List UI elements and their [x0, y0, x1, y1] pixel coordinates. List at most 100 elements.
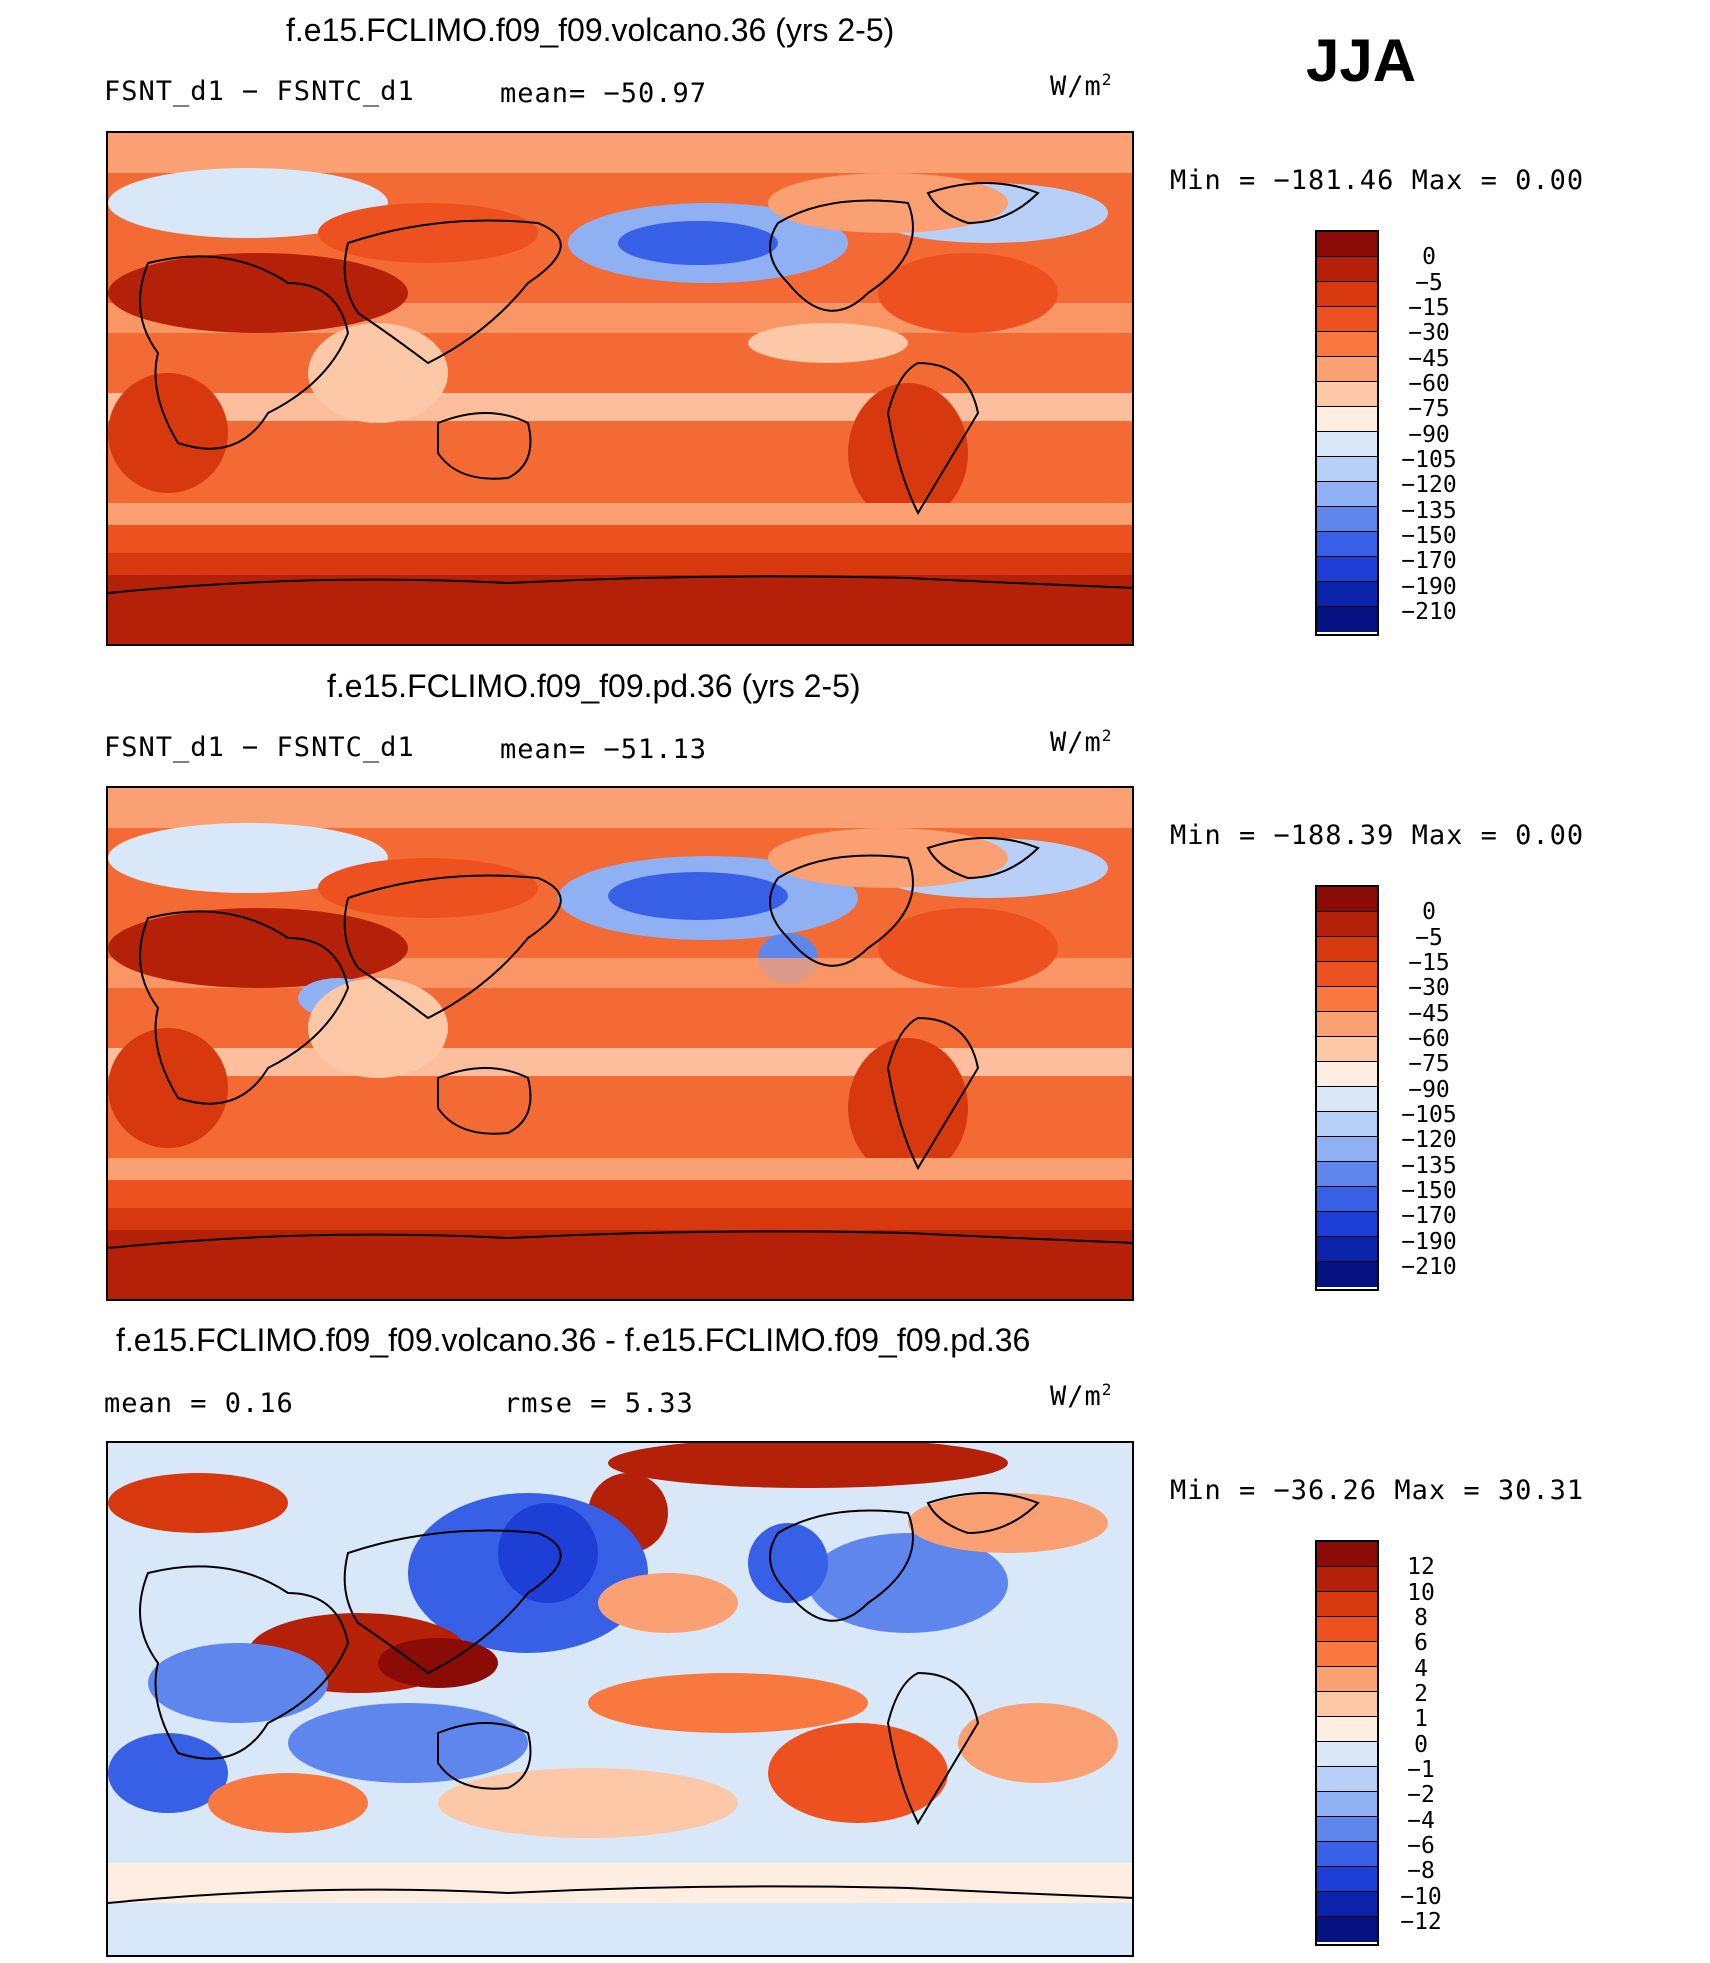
panel2-colorbar-bin	[1317, 887, 1377, 912]
panel2-field	[108, 788, 1132, 1299]
panel2-colorbar-bin	[1317, 962, 1377, 987]
colorbar-label: −75	[1408, 396, 1450, 422]
panel3-colorbar-bin	[1317, 1742, 1377, 1767]
panel2-mean-label: mean= −51.13	[500, 734, 708, 765]
panel3-colorbar-bin	[1317, 1667, 1377, 1692]
panel1-colorbar-bin	[1317, 557, 1377, 582]
colorbar-label: −135	[1401, 498, 1457, 524]
panel2-colorbar-bin	[1317, 1137, 1377, 1162]
panel2-colorbar	[1315, 885, 1379, 1291]
colorbar-label: −60	[1408, 371, 1450, 397]
panel2-units: W/m2	[1050, 726, 1113, 758]
panel2-colorbar-bin	[1317, 1187, 1377, 1212]
colorbar-label: 0	[1422, 899, 1436, 925]
colorbar-label: −120	[1401, 472, 1457, 498]
colorbar-label: −170	[1401, 1203, 1457, 1229]
season-label: JJA	[1306, 27, 1417, 94]
panel3-colorbar-bin	[1317, 1892, 1377, 1917]
panel3-title: f.e15.FCLIMO.f09_f09.volcano.36 - f.e15.…	[116, 1322, 1031, 1358]
colorbar-label: −4	[1407, 1808, 1435, 1834]
colorbar-label: −10	[1400, 1884, 1442, 1910]
panel2-colorbar-bin	[1317, 1062, 1377, 1087]
colorbar-label: −15	[1408, 295, 1450, 321]
colorbar-label: −190	[1401, 574, 1457, 600]
panel1-minmax: Min = −181.46 Max = 0.00	[1170, 165, 1585, 196]
panel2-colorbar-bin	[1317, 1087, 1377, 1112]
panel2-colorbar-bin	[1317, 912, 1377, 937]
panel1-colorbar-bin	[1317, 382, 1377, 407]
panel1-colorbar-bin	[1317, 507, 1377, 532]
colorbar-label: 1	[1414, 1706, 1428, 1732]
panel3-map	[106, 1441, 1134, 1957]
panel3-colorbar-bin	[1317, 1567, 1377, 1592]
panel1-colorbar-bin	[1317, 257, 1377, 282]
colorbar-label: 2	[1414, 1681, 1428, 1707]
colorbar-label: 8	[1414, 1605, 1428, 1631]
colorbar-label: −75	[1408, 1051, 1450, 1077]
colorbar-label: −30	[1408, 320, 1450, 346]
panel3-colorbar-bin	[1317, 1542, 1377, 1567]
panel1-colorbar-bin	[1317, 607, 1377, 632]
colorbar-label: −170	[1401, 548, 1457, 574]
panel3-units: W/m2	[1050, 1380, 1113, 1412]
panel1-colorbar-bin	[1317, 282, 1377, 307]
panel3-colorbar-bin	[1317, 1717, 1377, 1742]
panel1-colorbar-bin	[1317, 432, 1377, 457]
panel2-map	[106, 786, 1134, 1301]
panel2-colorbar-bin	[1317, 1012, 1377, 1037]
colorbar-label: −150	[1401, 523, 1457, 549]
colorbar-label: 6	[1414, 1630, 1428, 1656]
colorbar-label: −105	[1401, 447, 1457, 473]
panel2-colorbar-bin	[1317, 937, 1377, 962]
panel1-title: f.e15.FCLIMO.f09_f09.volcano.36 (yrs 2-5…	[286, 12, 895, 48]
panel3-colorbar-bin	[1317, 1817, 1377, 1842]
panel1-units: W/m2	[1050, 70, 1113, 102]
panel3-colorbar-bin	[1317, 1592, 1377, 1617]
colorbar-label: 12	[1407, 1554, 1435, 1580]
panel1-colorbar-bin	[1317, 332, 1377, 357]
panel3-mean-label: mean = 0.16	[104, 1388, 294, 1419]
panel1-colorbar-bin	[1317, 307, 1377, 332]
panel2-colorbar-bin	[1317, 987, 1377, 1012]
colorbar-label: 4	[1414, 1656, 1428, 1682]
panel1-variable-label: FSNT_d1 − FSNTC_d1	[104, 76, 415, 107]
panel3-colorbar-bin	[1317, 1767, 1377, 1792]
colorbar-label: −8	[1407, 1858, 1435, 1884]
colorbar-label: −45	[1408, 346, 1450, 372]
colorbar-label: −30	[1408, 975, 1450, 1001]
panel1-mean-label: mean= −50.97	[500, 78, 708, 109]
panel3-colorbar-bin	[1317, 1842, 1377, 1867]
panel2-colorbar-bin	[1317, 1162, 1377, 1187]
panel3-colorbar-bin	[1317, 1617, 1377, 1642]
panel3-colorbar-bin	[1317, 1642, 1377, 1667]
colorbar-label: −135	[1401, 1153, 1457, 1179]
panel2-colorbar-bin	[1317, 1212, 1377, 1237]
colorbar-label: −12	[1400, 1909, 1442, 1935]
panel3-colorbar-bin	[1317, 1692, 1377, 1717]
colorbar-label: −2	[1407, 1782, 1435, 1808]
colorbar-label: −210	[1401, 1254, 1457, 1280]
panel2-colorbar-bin	[1317, 1037, 1377, 1062]
colorbar-label: −5	[1415, 270, 1443, 296]
panel1-colorbar-bin	[1317, 407, 1377, 432]
panel2-minmax: Min = −188.39 Max = 0.00	[1170, 820, 1585, 851]
colorbar-label: −120	[1401, 1127, 1457, 1153]
panel2-colorbar-bin	[1317, 1112, 1377, 1137]
panel3-colorbar-bin	[1317, 1792, 1377, 1817]
panel2-title: f.e15.FCLIMO.f09_f09.pd.36 (yrs 2-5)	[327, 668, 861, 704]
panel1-map	[106, 131, 1134, 646]
panel1-colorbar	[1315, 230, 1379, 636]
colorbar-label: −60	[1408, 1026, 1450, 1052]
colorbar-label: −6	[1407, 1833, 1435, 1859]
panel1-colorbar-bin	[1317, 357, 1377, 382]
colorbar-label: −210	[1401, 599, 1457, 625]
colorbar-label: 0	[1414, 1732, 1428, 1758]
colorbar-label: −105	[1401, 1102, 1457, 1128]
colorbar-label: −45	[1408, 1001, 1450, 1027]
colorbar-label: −5	[1415, 925, 1443, 951]
colorbar-label: −1	[1407, 1757, 1435, 1783]
panel1-field	[108, 133, 1132, 644]
panel2-colorbar-bin	[1317, 1237, 1377, 1262]
panel3-colorbar-bin	[1317, 1917, 1377, 1942]
panel1-colorbar-bin	[1317, 482, 1377, 507]
